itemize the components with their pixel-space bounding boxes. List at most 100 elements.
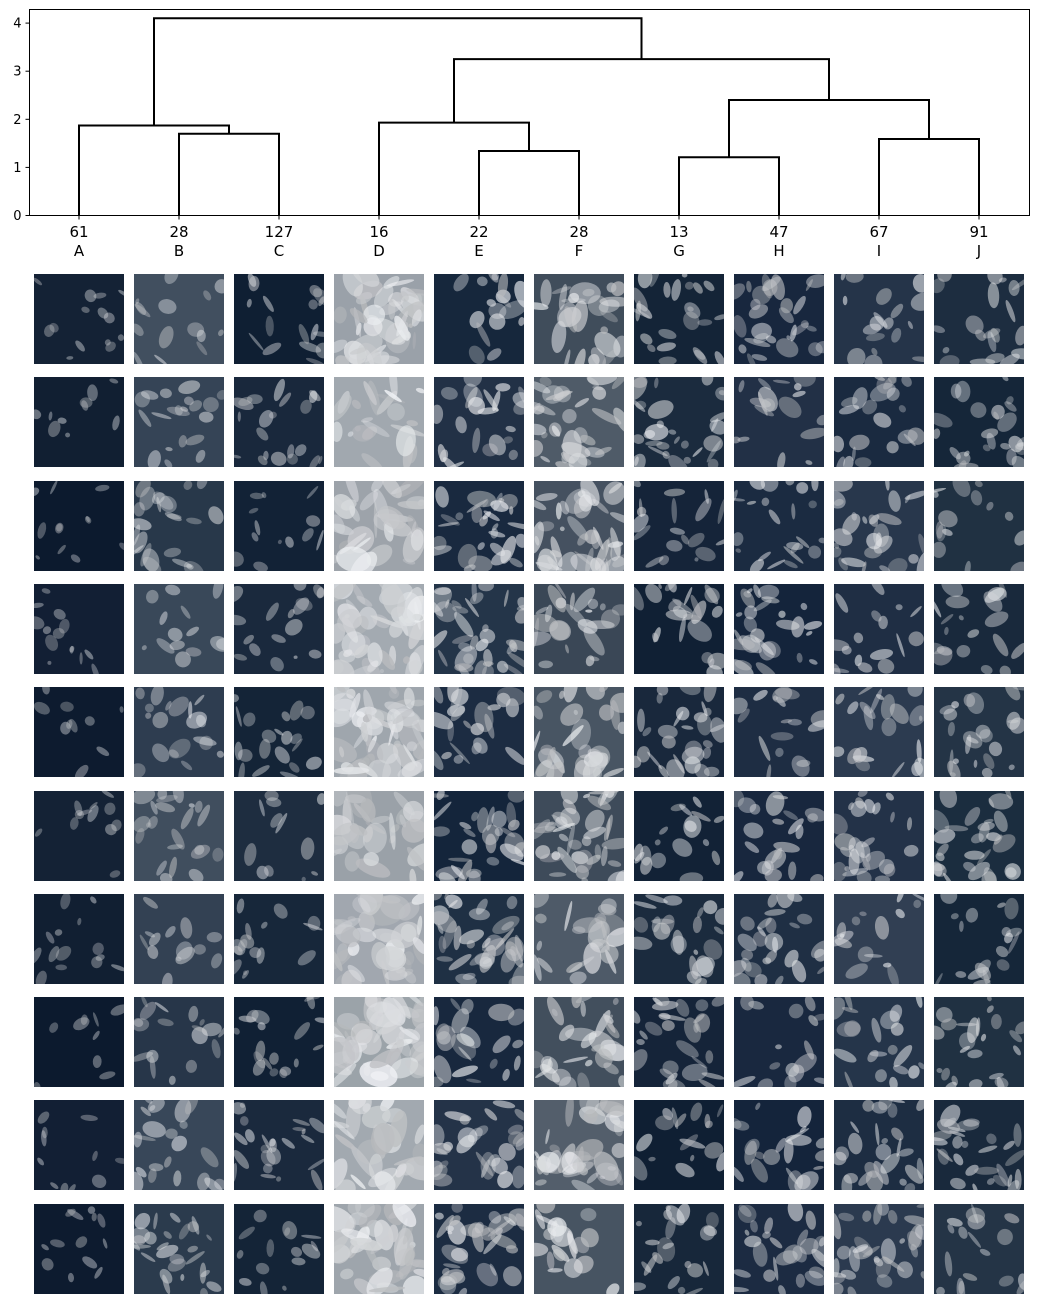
cluster-E-image-4	[434, 583, 524, 674]
leaf-count-C: 127	[265, 223, 294, 241]
cluster-J-image-3	[934, 480, 1024, 571]
cluster-G-image-7	[634, 893, 724, 984]
cluster-B-image-6	[134, 790, 224, 881]
cluster-H-image-3	[734, 480, 824, 571]
cluster-D-image-7	[334, 893, 424, 984]
cluster-B-image-1	[134, 274, 224, 364]
cluster-C-image-10	[234, 1203, 324, 1294]
leaf-count-D: 16	[369, 223, 388, 241]
cluster-B-image-9	[134, 1100, 224, 1191]
cluster-D-image-8	[334, 997, 424, 1088]
leaf-count-J: 91	[969, 223, 988, 241]
cluster-E-image-7	[434, 893, 524, 984]
leaf-count-E: 22	[469, 223, 488, 241]
cluster-D-image-5	[334, 687, 424, 778]
cluster-J-image-9	[934, 1100, 1024, 1191]
leaf-label-J: J	[976, 242, 981, 260]
y-axis: 0 1 2 3 4	[13, 17, 30, 224]
cluster-B-image-4	[134, 583, 224, 674]
cluster-A-image-6	[34, 790, 124, 881]
leaf-label-H: H	[773, 242, 784, 260]
cluster-E-image-3	[434, 480, 524, 571]
cluster-H-image-9	[734, 1100, 824, 1191]
cluster-J-image-5	[934, 687, 1024, 778]
dendrogram-links	[78, 17, 980, 216]
cluster-F-image-2	[534, 377, 624, 468]
cluster-C-image-4	[234, 583, 324, 674]
cluster-H-image-10	[734, 1203, 824, 1294]
cluster-A-image-2	[34, 377, 124, 468]
cluster-H-image-6	[734, 790, 824, 881]
leaf-label-E: E	[474, 242, 483, 260]
cluster-F-image-1	[534, 274, 624, 364]
y-tick-label-0: 0	[13, 209, 21, 224]
cluster-G-image-1	[634, 274, 724, 364]
cluster-I-image-4	[834, 583, 924, 674]
cluster-F-image-3	[534, 480, 624, 571]
cluster-B-image-8	[134, 997, 224, 1088]
leaf-label-A: A	[74, 242, 85, 260]
leaf-count-B: 28	[169, 223, 188, 241]
cluster-E-image-6	[434, 790, 524, 881]
cluster-A-image-7	[34, 893, 124, 984]
cluster-H-image-8	[734, 997, 824, 1088]
cluster-D-image-3	[334, 480, 424, 571]
y-tick-label-1: 1	[13, 161, 21, 176]
cluster-D-image-6	[334, 790, 424, 881]
cluster-C-image-3	[234, 480, 324, 571]
cluster-F-image-6	[534, 790, 624, 881]
cluster-J-image-7	[934, 893, 1024, 984]
cluster-C-image-1	[234, 274, 324, 364]
cluster-I-image-9	[834, 1100, 924, 1191]
y-tick-label-3: 3	[13, 65, 21, 80]
cluster-F-image-7	[534, 893, 624, 984]
cluster-I-image-6	[834, 790, 924, 881]
cluster-H-image-2	[734, 377, 824, 468]
y-tick-label-4: 4	[13, 17, 21, 32]
cluster-D-image-1	[334, 274, 424, 364]
cluster-E-image-10	[434, 1203, 524, 1294]
leaf-count-A: 61	[69, 223, 88, 241]
cluster-H-image-7	[734, 893, 824, 984]
cluster-D-image-4	[334, 583, 424, 674]
cluster-C-image-6	[234, 790, 324, 881]
cluster-J-image-4	[934, 583, 1024, 674]
cluster-J-image-6	[934, 790, 1024, 881]
leaf-label-D: D	[373, 242, 385, 260]
cluster-A-image-4	[34, 583, 124, 674]
cluster-F-image-10	[534, 1203, 624, 1294]
leaf-label-I: I	[877, 242, 881, 260]
cluster-D-image-2	[334, 377, 424, 468]
plot-area-frame	[29, 9, 1030, 216]
cluster-E-image-1	[434, 274, 524, 364]
cluster-H-image-4	[734, 583, 824, 674]
cluster-B-image-7	[134, 893, 224, 984]
cluster-A-image-1	[34, 274, 124, 364]
cluster-E-image-9	[434, 1100, 524, 1191]
cluster-A-image-5	[34, 687, 124, 778]
cluster-I-image-2	[834, 377, 924, 468]
cluster-J-image-10	[934, 1203, 1024, 1294]
leaf-count-F: 28	[569, 223, 588, 241]
cluster-H-image-1	[734, 274, 824, 364]
cluster-H-image-5	[734, 687, 824, 778]
cluster-B-image-5	[134, 687, 224, 778]
cluster-G-image-3	[634, 480, 724, 571]
cluster-I-image-5	[834, 687, 924, 778]
cluster-B-image-3	[134, 480, 224, 571]
leaf-label-C: C	[274, 242, 284, 260]
cluster-G-image-10	[634, 1203, 724, 1294]
cluster-G-image-9	[634, 1100, 724, 1191]
cluster-D-image-10	[334, 1203, 424, 1294]
cluster-C-image-8	[234, 997, 324, 1088]
cluster-A-image-10	[34, 1203, 124, 1294]
y-tick-label-2: 2	[13, 113, 21, 128]
cluster-I-image-8	[834, 997, 924, 1088]
cluster-F-image-4	[534, 583, 624, 674]
cluster-C-image-5	[234, 687, 324, 778]
cluster-C-image-7	[234, 893, 324, 984]
cluster-I-image-3	[834, 480, 924, 571]
cluster-G-image-8	[634, 997, 724, 1088]
